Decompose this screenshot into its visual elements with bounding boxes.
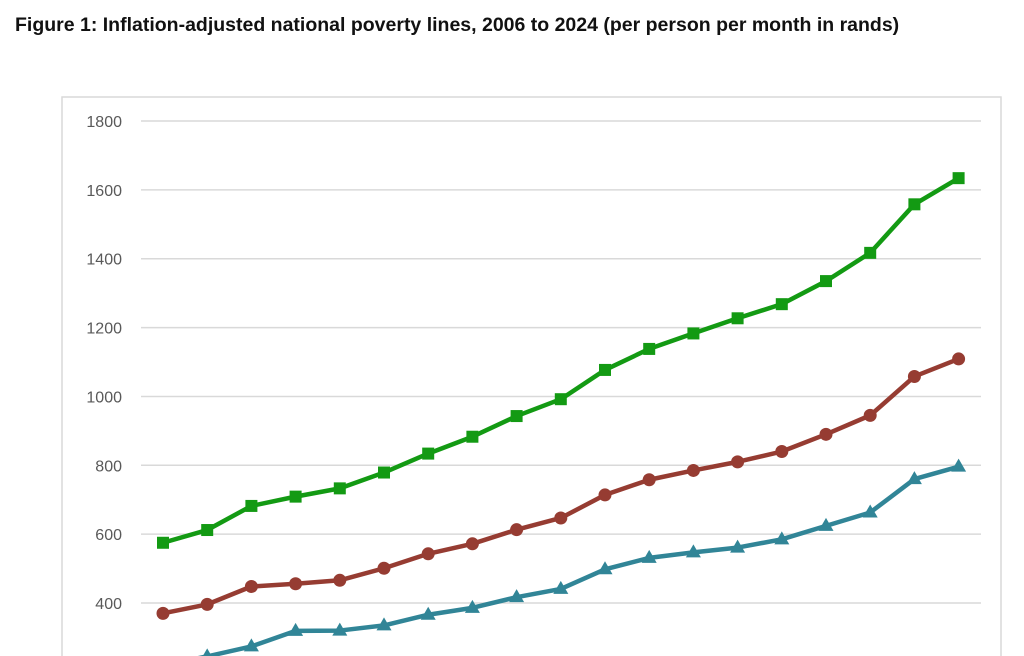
data-point	[775, 298, 788, 311]
data-point	[554, 511, 568, 525]
data-point	[952, 352, 966, 366]
data-point	[376, 617, 392, 631]
data-point	[774, 531, 790, 545]
plot-frame	[61, 96, 1002, 656]
data-point	[420, 606, 436, 620]
chart-title: Figure 1: Inflation-adjusted national po…	[15, 14, 900, 36]
data-point	[907, 369, 921, 383]
y-tick-label: 1200	[86, 321, 122, 338]
data-point	[378, 466, 390, 479]
y-tick-label: 1800	[86, 114, 122, 131]
data-point	[818, 517, 834, 531]
data-point	[289, 577, 303, 591]
data-point	[332, 622, 348, 636]
data-point	[333, 482, 346, 495]
data-point	[465, 537, 479, 551]
data-point	[554, 393, 567, 406]
data-point	[200, 597, 214, 611]
y-tick-label: 1000	[86, 389, 122, 406]
data-point	[201, 524, 214, 537]
data-point	[642, 473, 656, 487]
data-point	[157, 536, 169, 549]
data-point	[421, 547, 435, 561]
data-point	[863, 408, 877, 422]
data-point	[464, 599, 480, 613]
data-point	[510, 523, 524, 537]
data-point	[731, 455, 745, 469]
data-point	[908, 198, 921, 211]
data-point	[243, 638, 259, 652]
data-point	[906, 471, 922, 485]
data-point	[244, 579, 258, 593]
data-point	[731, 312, 744, 325]
data-point	[333, 573, 347, 587]
data-point	[597, 561, 613, 575]
data-point	[864, 246, 877, 259]
data-point	[775, 445, 789, 459]
data-point	[509, 589, 525, 603]
data-point	[599, 363, 611, 376]
data-point	[687, 327, 700, 340]
data-point	[641, 549, 657, 563]
data-point	[730, 539, 746, 553]
data-point	[686, 463, 700, 477]
data-point	[288, 622, 304, 636]
data-point	[156, 606, 170, 620]
data-point	[598, 488, 612, 502]
data-point	[245, 499, 258, 512]
data-point	[951, 458, 967, 472]
data-point	[685, 544, 701, 558]
data-point	[289, 490, 302, 503]
data-point	[643, 342, 656, 355]
data-point	[466, 430, 479, 443]
data-point	[422, 447, 435, 460]
y-tick-label: 1600	[86, 183, 122, 200]
data-point	[202, 648, 212, 656]
y-tick-label: 1400	[86, 252, 122, 269]
data-point	[510, 410, 523, 423]
data-point	[952, 172, 965, 185]
y-tick-label: 400	[95, 596, 122, 613]
data-point	[553, 580, 569, 594]
data-point	[377, 561, 391, 575]
data-point	[862, 504, 878, 518]
data-point	[819, 427, 833, 441]
y-tick-label: 600	[95, 527, 122, 544]
y-tick-label: 800	[95, 458, 122, 475]
data-point	[820, 275, 832, 288]
